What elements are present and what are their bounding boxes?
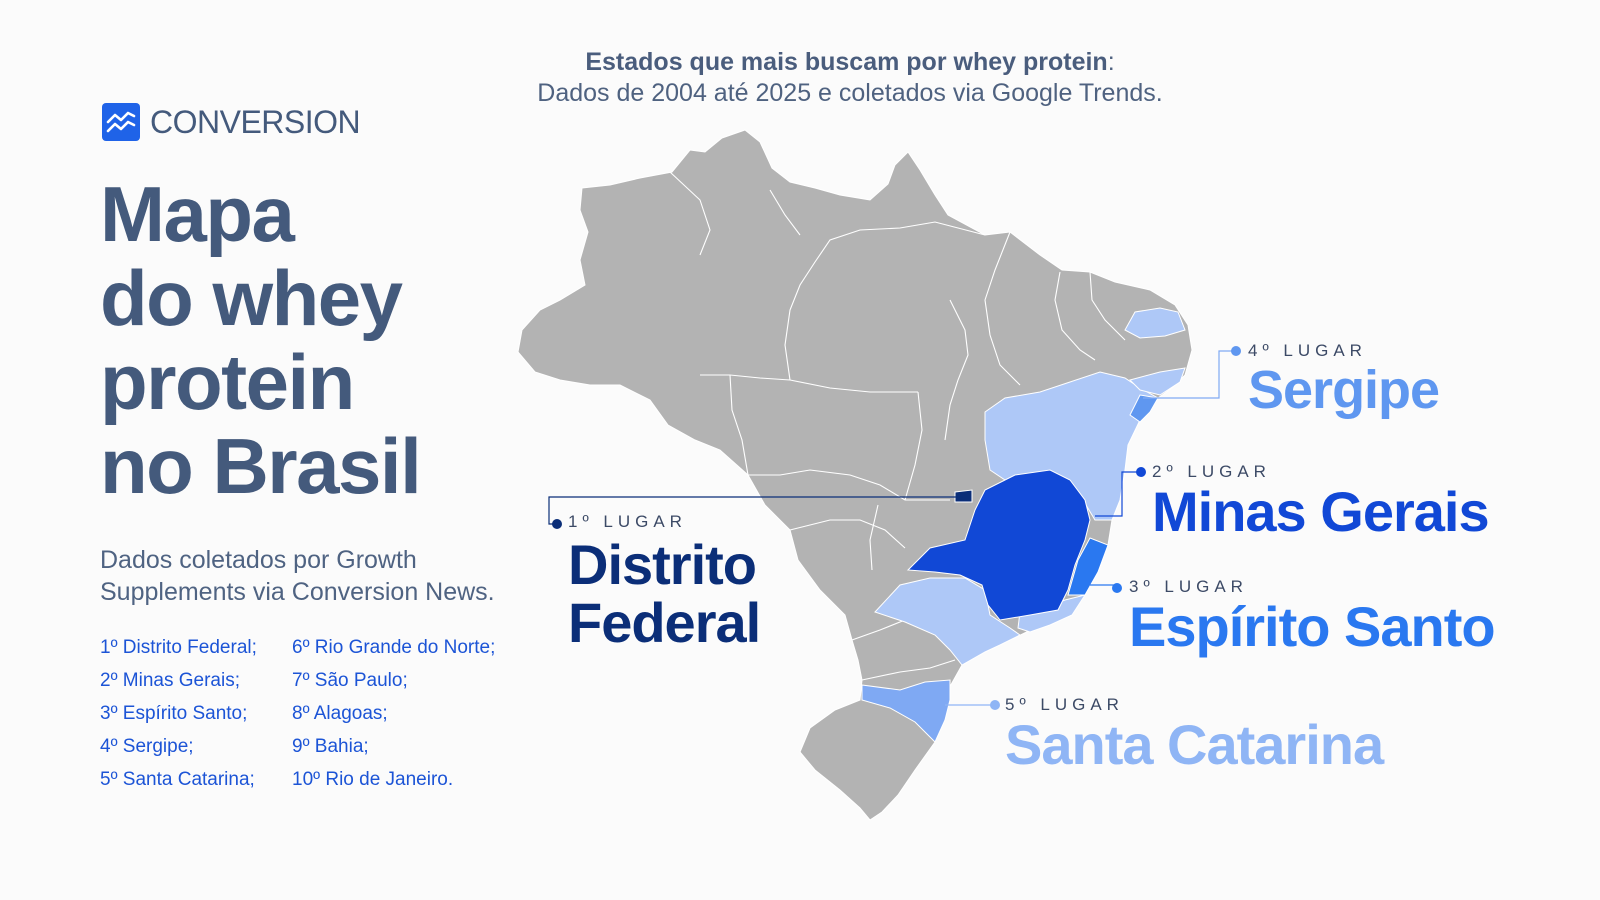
leader-dot — [1136, 467, 1146, 477]
title-line-1: Mapa — [100, 170, 295, 258]
ranking-item: 2º Minas Gerais; — [100, 670, 240, 691]
state-santa-catarina — [861, 679, 951, 743]
state-distrito-federal — [954, 489, 973, 503]
conversion-logo: CONVERSION — [102, 103, 361, 141]
leader-dot — [990, 700, 1000, 710]
header-subtitle: Dados de 2004 até 2025 e coletados via G… — [537, 79, 1163, 107]
page-title: Mapa do whey protein no Brasil — [100, 172, 500, 508]
title-line-2: do whey — [100, 254, 403, 342]
title-line-4: no Brasil — [100, 422, 422, 510]
title-line-3: protein — [100, 338, 355, 426]
callout-state-line-1: Distrito — [568, 533, 757, 596]
callout-place: 4º LUGAR — [1248, 341, 1367, 360]
callout-5: 5º LUGAR Santa Catarina — [1005, 695, 1384, 776]
callout-state: Sergipe — [1248, 360, 1440, 420]
callout-3: 3º LUGAR Espírito Santo — [1129, 577, 1496, 658]
state-espirito-santo — [1067, 537, 1109, 596]
callout-4: 4º LUGAR Sergipe — [1248, 341, 1440, 420]
source-text: Dados coletados por Growth Supplements v… — [100, 546, 495, 606]
state-sao-paulo — [874, 577, 1021, 666]
ranking-item: 10º Rio de Janeiro. — [292, 769, 454, 790]
ranking-item: 6º Rio Grande do Norte; — [292, 637, 496, 658]
callout-place: 5º LUGAR — [1005, 695, 1124, 714]
ranking-list: 1º Distrito Federal; 2º Minas Gerais; 3º… — [100, 637, 560, 802]
ranking-item: 3º Espírito Santo; — [100, 703, 248, 724]
chart-trend-icon — [102, 103, 140, 141]
callout-state-line-2: Federal — [568, 591, 761, 654]
leader-dot — [552, 519, 562, 529]
callout-place: 2º LUGAR — [1152, 462, 1271, 481]
state-borders — [669, 171, 1126, 681]
state-minas-gerais — [906, 469, 1091, 621]
ranking-item: 1º Distrito Federal; — [100, 637, 257, 658]
state-rio-grande-do-norte — [1124, 307, 1186, 339]
state-sergipe — [1129, 394, 1159, 423]
callout-place: 1º LUGAR — [568, 512, 687, 531]
callout-2: 2º LUGAR Minas Gerais — [1152, 462, 1490, 543]
chart-header: Estados que mais buscam por whey protein… — [430, 47, 1270, 109]
ranking-item: 4º Sergipe; — [100, 736, 194, 757]
callout-place: 3º LUGAR — [1129, 577, 1248, 596]
logo-text: CONVERSION — [150, 103, 361, 140]
leader-dot — [1112, 583, 1122, 593]
brazil-outline — [517, 129, 1193, 821]
callout-state: Espírito Santo — [1129, 595, 1496, 658]
ranking-item: 9º Bahia; — [292, 736, 369, 757]
ranking-item: 5º Santa Catarina; — [100, 769, 255, 790]
ranking-item: 8º Alagoas; — [292, 703, 388, 724]
header-title: Estados que mais buscam por whey protein… — [585, 48, 1115, 76]
ranking-item: 7º São Paulo; — [292, 670, 408, 691]
callout-state: Minas Gerais — [1152, 480, 1490, 543]
state-alagoas — [1129, 367, 1186, 396]
leader-dot — [1231, 346, 1241, 356]
callout-1: 1º LUGAR Distrito Federal — [568, 512, 761, 654]
callout-state: Santa Catarina — [1005, 713, 1384, 776]
